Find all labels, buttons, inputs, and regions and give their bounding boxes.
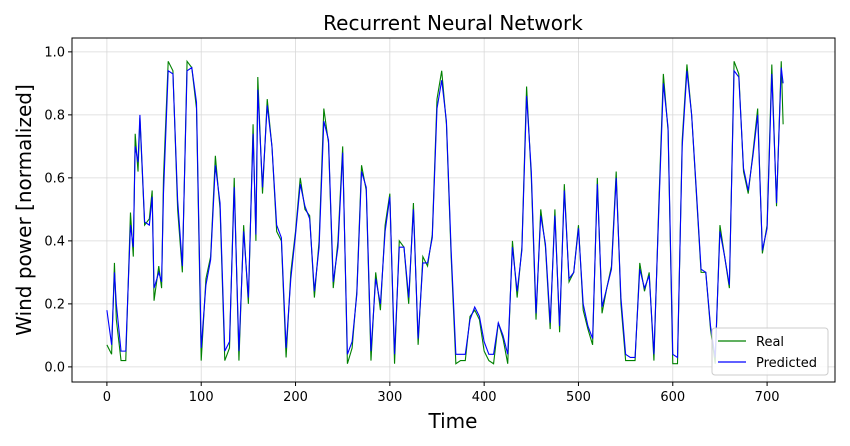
y-tick-label: 0.6 <box>44 171 65 186</box>
x-tick-label: 0 <box>103 390 111 405</box>
legend-label: Real <box>756 335 784 350</box>
x-tick-label: 300 <box>377 390 402 405</box>
y-tick-label: 0.2 <box>44 297 65 312</box>
ticks: 0 100 200 300 400 500 600 700 0.0 0.2 0.4 0.6 0.8 1.0 <box>44 45 779 405</box>
x-tick-label: 100 <box>189 390 214 405</box>
x-tick-label: 500 <box>566 390 591 405</box>
legend: Real Predicted <box>711 327 829 376</box>
x-axis-label: Time <box>428 409 478 433</box>
chart-title: Recurrent Neural Network <box>323 11 583 35</box>
legend-label: Predicted <box>756 356 817 371</box>
y-tick-label: 0.0 <box>44 360 65 375</box>
y-tick-label: 0.8 <box>44 108 65 123</box>
x-tick-label: 600 <box>660 390 685 405</box>
plot-frame <box>71 37 836 383</box>
y-tick-label: 0.4 <box>44 234 65 249</box>
x-tick-label: 200 <box>283 390 308 405</box>
series-line <box>106 66 784 359</box>
x-tick-label: 400 <box>472 390 497 405</box>
legend-box <box>711 327 829 376</box>
y-tick-label: 1.0 <box>44 45 65 60</box>
plot-lines <box>106 59 784 365</box>
y-axis-label: Wind power [normalized] <box>12 84 36 336</box>
x-tick-label: 700 <box>755 390 780 405</box>
